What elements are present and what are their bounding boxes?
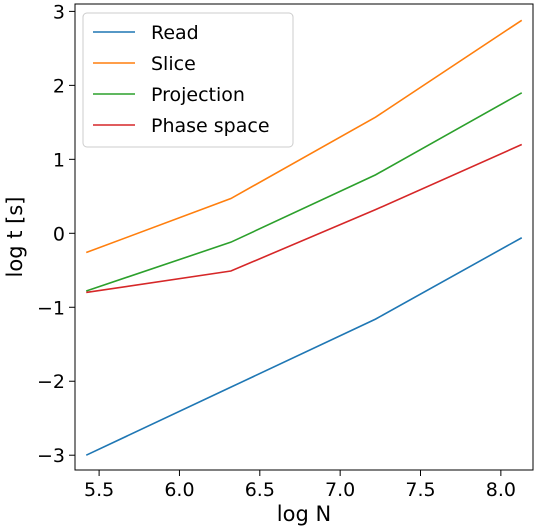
series-lines xyxy=(85,19,523,456)
y-tick-label: −1 xyxy=(37,297,65,319)
series-line-read xyxy=(85,237,523,456)
legend-entry: Phase space xyxy=(151,115,270,137)
y-axis-label: log t [s] xyxy=(3,197,27,278)
x-tick-label: 8.0 xyxy=(486,479,516,501)
x-tick-label: 5.5 xyxy=(84,479,114,501)
x-tick-label: 7.5 xyxy=(405,479,435,501)
series-line-projection xyxy=(85,92,523,292)
x-tick-label: 6.0 xyxy=(164,479,194,501)
legend: Read Slice Projection Phase space xyxy=(82,12,294,148)
series-line-phase-space xyxy=(86,143,523,294)
legend-box xyxy=(82,12,294,148)
y-tick-label: −2 xyxy=(37,371,65,393)
y-tick-label: 1 xyxy=(53,149,65,171)
x-axis-ticks: 5.5 6.0 6.5 7.0 7.5 8.0 xyxy=(84,470,516,501)
y-tick-label: 2 xyxy=(53,75,65,97)
legend-entry: Slice xyxy=(151,53,196,75)
y-tick-label: −3 xyxy=(37,445,65,467)
legend-entry: Read xyxy=(151,22,199,44)
plot-frame xyxy=(74,3,534,471)
y-tick-label: 0 xyxy=(53,223,65,245)
y-tick-label: 3 xyxy=(53,1,65,23)
series-line-slice xyxy=(85,19,523,254)
legend-entry: Projection xyxy=(151,84,245,106)
x-tick-label: 6.5 xyxy=(245,479,275,501)
x-tick-label: 7.0 xyxy=(325,479,355,501)
y-axis-ticks: −3 −2 −1 0 1 2 3 xyxy=(37,1,75,467)
x-axis-label: log N xyxy=(277,502,331,526)
